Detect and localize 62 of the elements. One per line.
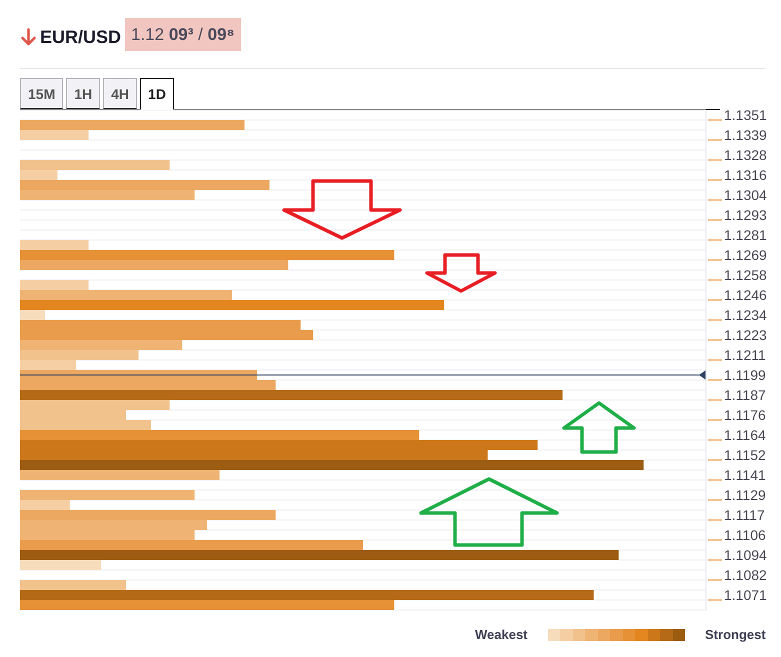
y-tick-label: 1.1164	[724, 426, 766, 443]
bar	[20, 430, 420, 440]
bar	[20, 130, 89, 140]
bar	[20, 180, 270, 190]
bar	[20, 490, 195, 500]
y-tick-label: 1.1293	[724, 206, 768, 223]
bar	[20, 190, 195, 200]
tab[interactable]: 15M	[20, 78, 64, 109]
bar	[20, 290, 232, 300]
y-tick-label: 1.1176	[724, 406, 766, 423]
bar	[20, 460, 644, 470]
y-tick-label: 1.1351	[724, 106, 768, 123]
bar	[20, 310, 45, 320]
text: Weakest	[475, 627, 528, 642]
y-tick-label: 1.1304	[724, 186, 768, 203]
bar	[20, 340, 182, 350]
bar	[20, 470, 220, 480]
tab[interactable]: 1H	[66, 78, 100, 109]
bar	[20, 560, 102, 570]
y-tick-label: 1.1152	[724, 446, 766, 463]
y-tick-label: 1.1117	[724, 506, 765, 523]
y-tick-label: 1.1094	[724, 546, 768, 563]
bar	[20, 170, 58, 180]
bar	[20, 580, 126, 590]
y-tick-label: 1.1328	[724, 146, 768, 163]
y-tick-label: 1.1211	[724, 346, 766, 363]
y-tick-label: 1.1258	[724, 266, 768, 283]
bar	[20, 540, 363, 550]
text: Strongest	[705, 627, 766, 642]
bar	[20, 350, 138, 360]
y-tick-label: 1.1246	[724, 286, 768, 303]
y-tick-label: 1.1129	[724, 486, 766, 503]
bar	[20, 160, 170, 170]
bar	[20, 600, 394, 610]
y-tick-label: 1.1199	[724, 366, 766, 383]
y-tick-label: 1.1106	[724, 526, 766, 543]
bar	[20, 240, 89, 250]
bar	[20, 360, 76, 370]
y-tick-label: 1.1223	[724, 326, 768, 343]
tab[interactable]: 1D	[140, 78, 174, 110]
y-tick-label: 1.1082	[724, 566, 768, 583]
bar	[20, 260, 288, 270]
bar	[20, 590, 594, 600]
bar	[20, 510, 276, 520]
bar	[20, 390, 563, 400]
chart-title: EUR/USD	[40, 27, 122, 47]
y-tick-label: 1.1071	[724, 586, 768, 603]
bar	[20, 280, 89, 290]
y-tick-label: 1.1187	[724, 386, 766, 403]
y-tick-label: 1.1269	[724, 246, 768, 263]
chart-subtitle: 1.12 09³ / 09⁸	[131, 24, 235, 44]
bar	[20, 550, 619, 560]
y-tick-label: 1.1141	[724, 466, 766, 483]
bar	[20, 250, 394, 260]
y-tick-label: 1.1281	[724, 226, 768, 243]
tab[interactable]: 4H	[103, 78, 138, 109]
bar	[20, 120, 245, 130]
y-tick-label: 1.1234	[724, 306, 768, 323]
bar	[20, 300, 444, 310]
y-tick-label: 1.1339	[724, 126, 768, 143]
bar	[20, 500, 70, 510]
y-tick-label: 1.1316	[724, 166, 768, 183]
